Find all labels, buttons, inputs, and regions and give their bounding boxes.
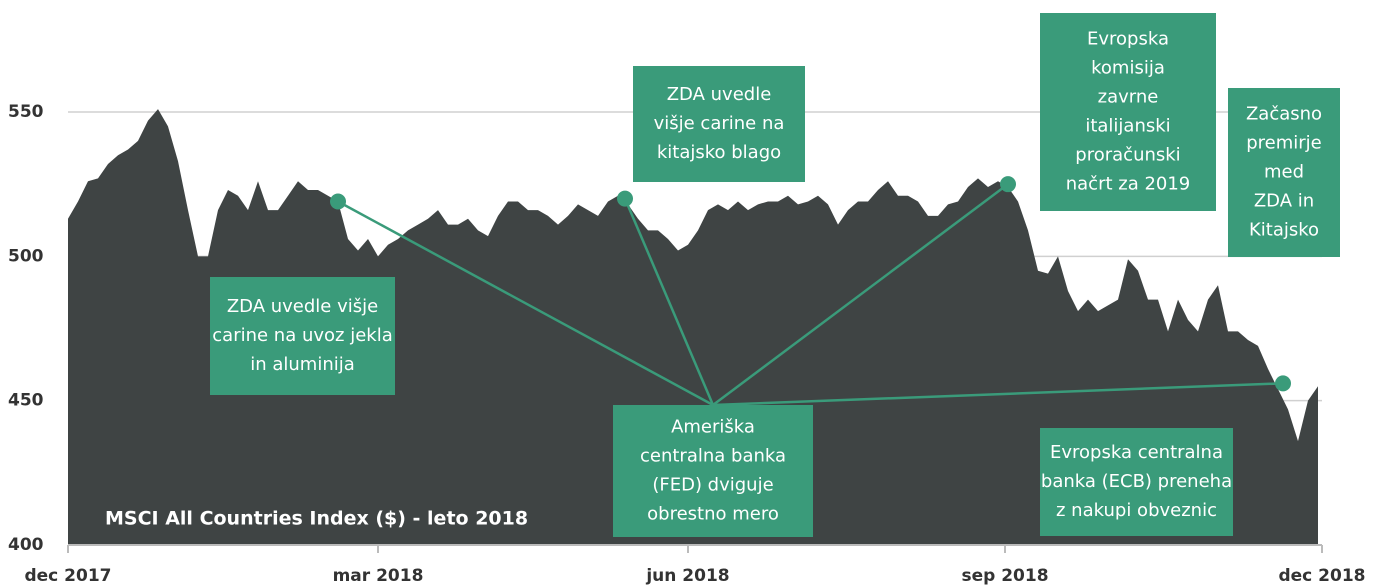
y-tick-label: 500 [8,246,44,266]
annotation-text: centralna banka [640,446,786,467]
connector [712,183,1009,407]
annotation-text: Evropska [1087,29,1169,50]
annotation-text: carine na uvoz jekla [212,325,392,346]
annotation-text: ZDA in [1254,191,1314,212]
annotation-text: italijanski [1085,116,1170,137]
chart-title: MSCI All Countries Index ($) - leto 2018 [105,508,528,530]
annotation-box [1228,88,1340,257]
x-tick-label: sep 2018 [961,566,1048,585]
annotation-text: med [1264,162,1304,183]
annotation-text: ZDA uvedle višje [227,296,378,317]
annotation-text: Ameriška [671,417,755,438]
annotation-box [1040,13,1216,211]
annotation-text: z nakupi obveznic [1056,500,1217,521]
annotation-text: in aluminija [250,354,355,375]
annotation-text: Evropska centralna [1050,442,1223,463]
annotation-text: (FED) dviguje [652,475,773,496]
annotation-box [210,277,395,395]
connector [623,198,715,406]
annotation-text: premirje [1246,133,1322,154]
event-marker [1000,176,1016,193]
y-tick-label: 450 [8,391,44,411]
annotation-text: Začasno [1246,104,1322,125]
event-marker [617,190,633,207]
connector [337,200,714,407]
annotation-text: ZDA uvedle [667,84,772,105]
event-marker [330,193,346,210]
annotation-box [1040,428,1233,536]
x-tick-label: jun 2018 [645,566,729,585]
annotation-text: načrt za 2019 [1066,174,1191,195]
area [68,109,1318,545]
annotation-text: obrestno mero [647,504,779,525]
annotation-box [613,405,813,537]
annotation-text: banka (ECB) preneha [1041,471,1232,492]
annotation-text: zavrne [1098,87,1159,108]
annotation-text: komisija [1091,58,1165,79]
y-tick-label: 550 [8,102,44,122]
x-tick-label: mar 2018 [333,566,424,585]
annotation-text: kitajsko blago [657,142,781,163]
x-tick-label: dec 2018 [1278,566,1365,585]
event-marker [1275,375,1291,392]
annotation-text: Kitajsko [1249,220,1319,241]
annotation-text: proračunski [1075,145,1180,166]
y-tick-label: 400 [8,535,44,555]
annotation-box [633,66,805,182]
x-tick-label: dec 2017 [24,566,111,585]
connector [712,382,1284,407]
annotation-text: višje carine na [654,113,785,134]
